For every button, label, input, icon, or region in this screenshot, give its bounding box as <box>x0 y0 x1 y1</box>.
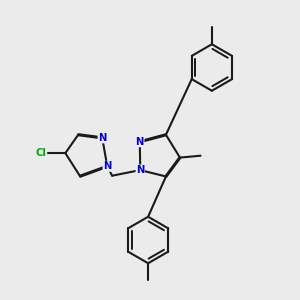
Text: N: N <box>136 165 145 175</box>
Text: N: N <box>136 137 144 147</box>
Text: Cl: Cl <box>35 148 46 158</box>
Text: N: N <box>103 161 111 171</box>
Text: N: N <box>98 133 106 143</box>
